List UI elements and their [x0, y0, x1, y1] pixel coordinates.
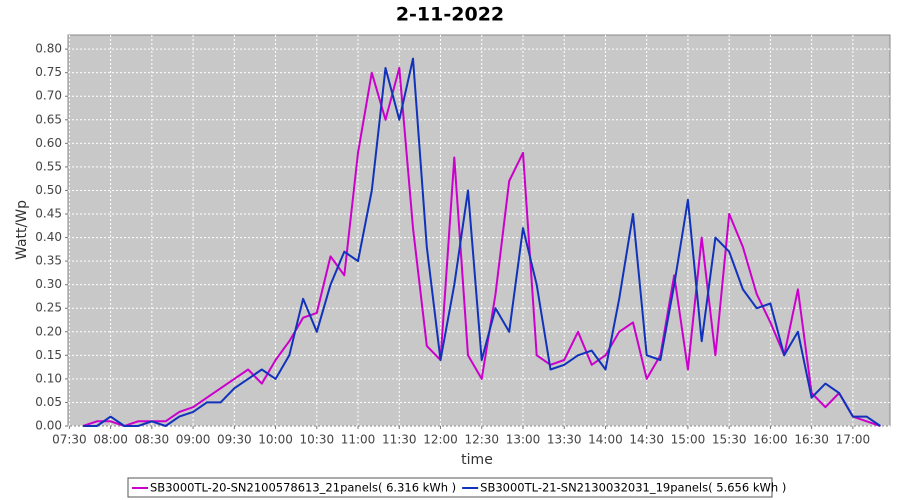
x-tick-label: 07:30: [52, 433, 87, 447]
x-tick-label: 16:00: [753, 433, 788, 447]
y-tick-label: 0.65: [35, 112, 62, 126]
y-tick-label: 0.70: [35, 89, 62, 103]
x-tick-label: 09:30: [217, 433, 252, 447]
plot-area: [67, 34, 891, 427]
series-line: [83, 57, 881, 427]
x-tick-label: 08:30: [135, 433, 170, 447]
y-tick-label: 0.30: [35, 277, 62, 291]
legend-label: SB3000TL-20-SN2100578613_21panels( 6.316…: [150, 481, 456, 495]
y-tick-label: 0.60: [35, 136, 62, 150]
x-tick-label: 14:00: [588, 433, 623, 447]
y-tick-label: 0.00: [35, 419, 62, 433]
chart-title: 2-11-2022: [396, 4, 504, 26]
x-tick-label: 17:00: [836, 433, 871, 447]
y-tick-label: 0.55: [35, 159, 62, 173]
x-tick-label: 13:00: [506, 433, 541, 447]
x-tick-label: 11:00: [341, 433, 376, 447]
y-tick-label: 0.45: [35, 207, 62, 221]
x-tick-label: 13:30: [547, 433, 582, 447]
x-tick-label: 16:30: [794, 433, 829, 447]
y-tick-label: 0.20: [35, 324, 62, 338]
legend-label: SB3000TL-21-SN2130032031_19panels( 5.656…: [480, 481, 786, 495]
x-tick-label: 14:30: [629, 433, 664, 447]
x-tick-label: 11:30: [382, 433, 417, 447]
y-tick-label: 0.15: [35, 348, 62, 362]
x-tick-label: 12:00: [423, 433, 458, 447]
x-tick-label: 10:30: [300, 433, 335, 447]
x-tick-label: 09:00: [176, 433, 211, 447]
y-tick-label: 0.50: [35, 183, 62, 197]
x-tick-label: 12:30: [464, 433, 499, 447]
y-axis-label: Watt/Wp: [14, 200, 30, 260]
x-tick-label: 10:00: [258, 433, 293, 447]
y-tick-label: 0.80: [35, 42, 62, 56]
y-tick-label: 0.05: [35, 395, 62, 409]
y-tick-label: 0.40: [35, 230, 62, 244]
x-tick-label: 15:00: [671, 433, 706, 447]
y-tick-label: 0.35: [35, 254, 62, 268]
y-tick-label: 0.75: [35, 65, 62, 79]
x-tick-label: 15:30: [712, 433, 747, 447]
y-tick-label: 0.25: [35, 301, 62, 315]
x-tick-label: 08:00: [93, 433, 128, 447]
legend: [127, 477, 773, 498]
y-tick-label: 0.10: [35, 371, 62, 385]
series-line: [82, 67, 881, 427]
x-axis-label: time: [461, 452, 493, 468]
